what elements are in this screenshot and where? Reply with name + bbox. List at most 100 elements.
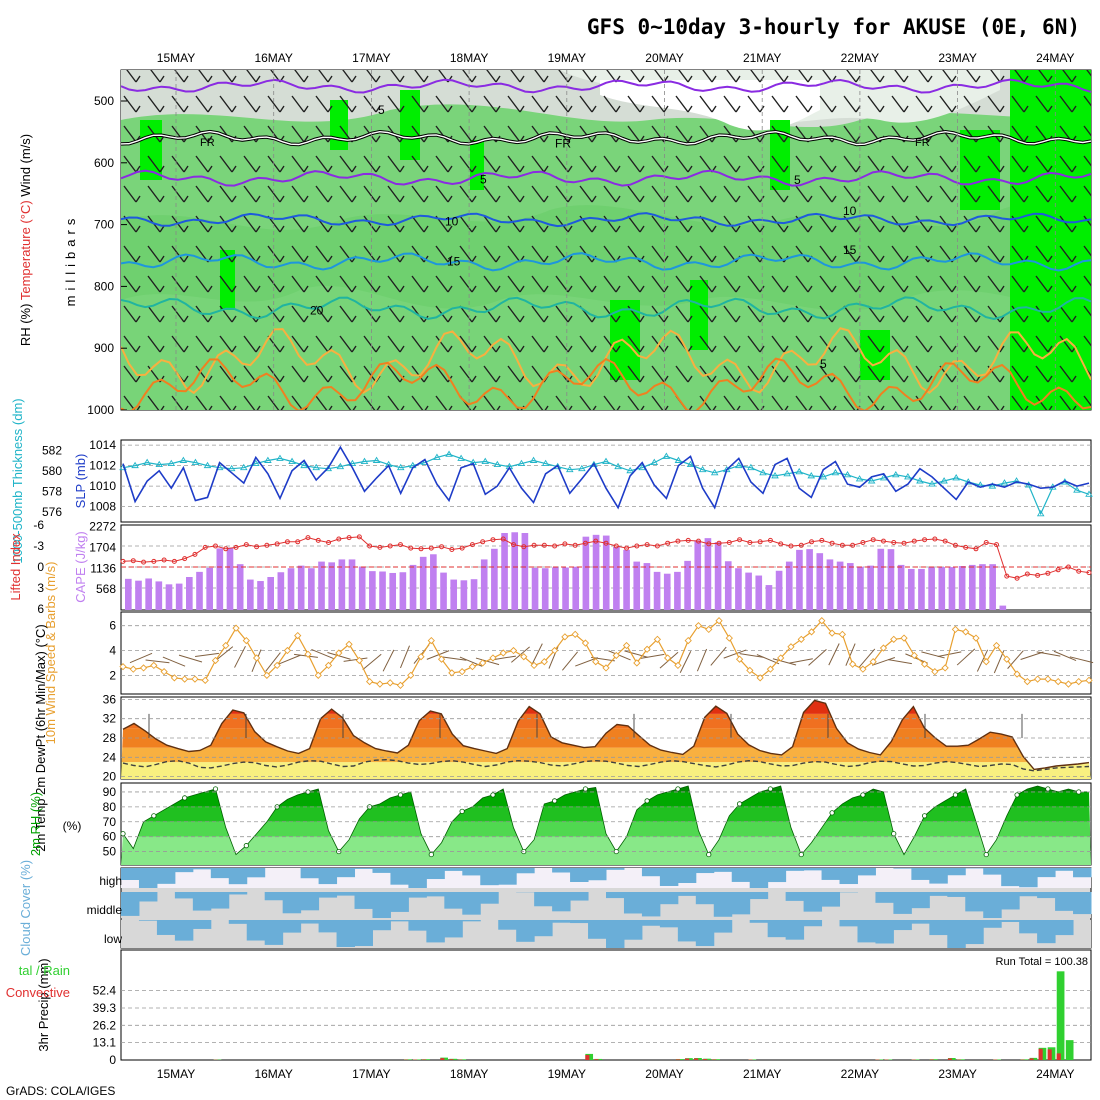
lifted-index-point [192, 551, 198, 557]
cloud-cell [300, 868, 320, 879]
wind-speed-point [571, 630, 579, 639]
wind-speed-point [1075, 677, 1083, 686]
lifted-index-point [572, 542, 578, 548]
precip-convective-bar [594, 1059, 599, 1060]
thickness-point [759, 468, 767, 476]
temperature-contour [121, 327, 1091, 395]
lifted-index-point [1035, 572, 1041, 578]
panel-cloud-cover: high middle low Cloud Cover (%) [18, 860, 1092, 956]
cloud-cell [677, 920, 697, 942]
lifted-index-point [829, 540, 835, 546]
temperature-contour [121, 212, 1091, 228]
contour-labels: 5 FR 5 10 15 20 FR FR 5 5 10 15 [200, 103, 930, 371]
lifted-index-point [367, 543, 373, 549]
wind-speed-point [1003, 655, 1011, 663]
cloud-cell [444, 920, 463, 938]
cape-tick-label: 1704 [89, 541, 116, 555]
cape-bar [247, 579, 254, 610]
contour-label: 10 [843, 204, 857, 218]
cloud-cell [228, 920, 248, 924]
cloud-cell [606, 868, 625, 870]
bottom-date-label: 21MAY [743, 1067, 781, 1081]
rh2m-band [121, 836, 1091, 865]
cloud-level-label: low [104, 932, 122, 946]
cloud-cell [785, 892, 805, 901]
cloud-cell [462, 920, 481, 922]
cloud-cell [372, 920, 391, 931]
cape-bar [694, 540, 702, 610]
wind-speed-point [273, 661, 281, 670]
wind-speed-point [458, 667, 466, 676]
lifted-index-point [695, 538, 701, 544]
cloud-cell [695, 920, 715, 947]
lifted-index-point [295, 539, 301, 545]
wind-barb [531, 643, 543, 666]
wind-speed-point [879, 644, 888, 652]
wind-speed-point [787, 643, 795, 651]
cape-bar [196, 571, 203, 610]
li-tick-label: -3 [33, 539, 44, 553]
precip-tick-label: 26.2 [93, 1018, 117, 1032]
wind-axes: 2 4 6 [109, 619, 116, 683]
thickness-point [638, 463, 647, 471]
wind-barb [162, 656, 186, 667]
cloud-cell [318, 920, 338, 933]
lifted-index-point [942, 538, 948, 544]
cloud-cell [174, 892, 194, 899]
cloud-cell [462, 892, 481, 915]
thickness-point [565, 465, 574, 473]
precip-convective-bar [440, 1058, 445, 1060]
cape-bar [897, 564, 905, 610]
cloud-cell [552, 920, 571, 923]
cloud-cell [857, 920, 876, 943]
lifted-index-point [1065, 564, 1071, 570]
lifted-index-point [326, 540, 332, 545]
wind-speed-point [1044, 675, 1052, 683]
cape-bar [999, 605, 1007, 610]
cloud-cell [821, 892, 841, 907]
cloud-cell [354, 868, 373, 869]
top-date-label: 23MAY [938, 51, 976, 65]
top-date-label: 17MAY [352, 51, 390, 65]
bottom-date-label: 16MAY [254, 1067, 292, 1081]
slp-tick-label: 1008 [89, 500, 116, 514]
lifted-index-axis-label: Lifted Index [8, 533, 23, 601]
rh2m-axis-label: 2m RH (%) [28, 792, 43, 856]
wind-speed-point [920, 660, 929, 668]
cape-bar [724, 561, 732, 610]
lifted-index-point [428, 545, 434, 551]
cloud-cell [695, 892, 715, 905]
wind-speed-point [1033, 675, 1042, 683]
thickness-point [662, 452, 671, 459]
cloud-cell [695, 868, 715, 874]
wind-barb [710, 646, 727, 666]
thickness-point [143, 458, 151, 465]
cape-bar [287, 568, 295, 610]
lifted-index-point [223, 546, 229, 552]
cape-bar [623, 549, 630, 610]
cape-bar [674, 571, 681, 610]
cloud-level-label: high [99, 874, 122, 888]
wind-speed-point [1023, 677, 1031, 686]
cloud-cell [1001, 868, 1020, 887]
wind-barb [1069, 656, 1094, 664]
thickness-point [1000, 479, 1009, 486]
cloud-cell [498, 868, 517, 885]
cape-bar [684, 560, 691, 610]
wind-speed-point [489, 654, 497, 662]
bottom-date-label: 20MAY [645, 1067, 683, 1081]
top-date-label: 15MAY [157, 51, 195, 65]
wind-barb [828, 643, 840, 666]
cloud-cell [929, 892, 948, 896]
wind-speed-point [191, 675, 199, 683]
cape-bar [277, 572, 285, 610]
t2m-band [121, 747, 1091, 763]
lifted-index-point [274, 541, 280, 547]
cape-axis-label: CAPE (J/kg) [73, 531, 88, 603]
thickness-point [529, 456, 538, 463]
thickness-point [940, 477, 948, 484]
cloud-cell [1019, 892, 1038, 897]
cloud-cell [857, 868, 876, 876]
